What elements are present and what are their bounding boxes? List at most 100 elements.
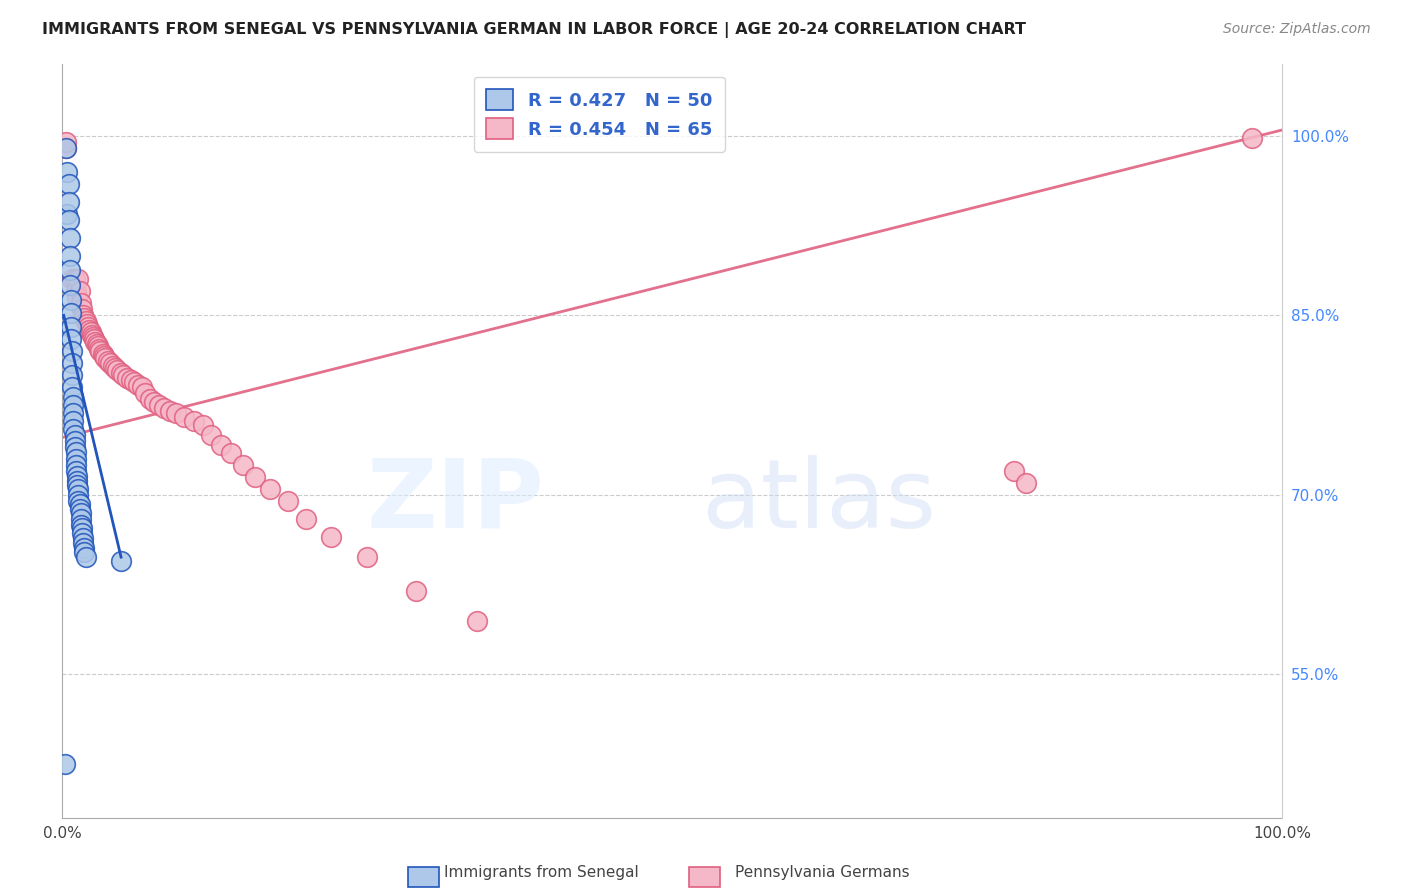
Point	[69, 502, 91, 516]
Point	[79, 323, 101, 337]
Point	[66, 474, 89, 488]
Point	[56, 165, 79, 179]
Point	[73, 541, 96, 555]
Point	[72, 535, 94, 549]
Point	[200, 428, 222, 442]
Text: IMMIGRANTS FROM SENEGAL VS PENNSYLVANIA GERMAN IN LABOR FORCE | AGE 20-24 CORREL: IMMIGRANTS FROM SENEGAL VS PENNSYLVANIA …	[42, 22, 1026, 38]
Point	[60, 344, 83, 359]
Point	[66, 478, 89, 492]
Point	[89, 344, 111, 359]
Point	[79, 325, 101, 339]
Point	[65, 285, 87, 299]
Point	[75, 550, 97, 565]
Point	[69, 285, 91, 299]
Point	[72, 531, 94, 545]
Point	[67, 488, 90, 502]
Point	[62, 390, 84, 404]
Point	[76, 317, 98, 331]
Point	[277, 494, 299, 508]
Text: Immigrants from Senegal: Immigrants from Senegal	[444, 865, 638, 880]
Point	[63, 434, 86, 448]
Point	[173, 410, 195, 425]
Point	[65, 452, 87, 467]
Point	[67, 272, 90, 286]
Point	[67, 482, 90, 496]
Point	[67, 494, 90, 508]
Point	[66, 468, 89, 483]
Text: Source: ZipAtlas.com: Source: ZipAtlas.com	[1223, 22, 1371, 37]
Point	[55, 135, 77, 149]
Point	[191, 418, 214, 433]
Point	[75, 314, 97, 328]
Text: ZIP: ZIP	[367, 455, 544, 548]
Point	[91, 346, 114, 360]
Point	[165, 407, 187, 421]
Point	[59, 248, 82, 262]
Point	[87, 342, 110, 356]
Point	[70, 302, 93, 317]
Point	[465, 614, 488, 628]
Point	[1002, 464, 1025, 478]
Point	[98, 356, 121, 370]
Point	[65, 464, 87, 478]
Point	[59, 278, 82, 293]
Point	[405, 583, 427, 598]
Point	[105, 363, 128, 377]
Point	[66, 290, 89, 304]
Legend: R = 0.427   N = 50, R = 0.454   N = 65: R = 0.427 N = 50, R = 0.454 N = 65	[474, 77, 725, 152]
Point	[60, 293, 83, 307]
Point	[124, 376, 146, 390]
Point	[62, 414, 84, 428]
Text: atlas: atlas	[702, 455, 936, 548]
Point	[72, 309, 94, 323]
Point	[1015, 475, 1038, 490]
Point	[110, 554, 132, 568]
Point	[73, 310, 96, 325]
Point	[58, 212, 80, 227]
Point	[80, 327, 103, 342]
Point	[295, 512, 318, 526]
Point	[84, 334, 107, 349]
Point	[319, 530, 342, 544]
Point	[62, 407, 84, 421]
Point	[143, 394, 166, 409]
Point	[59, 263, 82, 277]
Point	[152, 401, 174, 415]
Text: Pennsylvania Germans: Pennsylvania Germans	[735, 865, 910, 880]
Point	[232, 458, 254, 472]
Point	[134, 386, 156, 401]
Point	[55, 141, 77, 155]
Point	[69, 506, 91, 520]
Point	[83, 332, 105, 346]
Point	[87, 339, 110, 353]
Point	[139, 392, 162, 406]
Point	[53, 757, 76, 772]
Point	[183, 414, 205, 428]
Point	[65, 458, 87, 472]
Point	[120, 373, 142, 387]
Point	[148, 398, 170, 412]
Point	[65, 444, 87, 458]
Point	[60, 380, 83, 394]
Point	[82, 330, 104, 344]
Point	[60, 320, 83, 334]
Point	[60, 356, 83, 370]
Point	[58, 194, 80, 209]
Point	[60, 306, 83, 320]
Point	[209, 437, 232, 451]
Point	[70, 526, 93, 541]
Point	[104, 361, 127, 376]
Point	[112, 368, 135, 383]
Point	[62, 398, 84, 412]
Point	[101, 359, 124, 373]
Point	[60, 368, 83, 383]
Point	[73, 545, 96, 559]
Point	[131, 380, 153, 394]
Point	[70, 521, 93, 535]
Point	[58, 177, 80, 191]
Point	[159, 404, 181, 418]
Point	[245, 470, 267, 484]
Point	[356, 550, 378, 565]
Point	[93, 349, 115, 363]
Point	[69, 498, 91, 512]
